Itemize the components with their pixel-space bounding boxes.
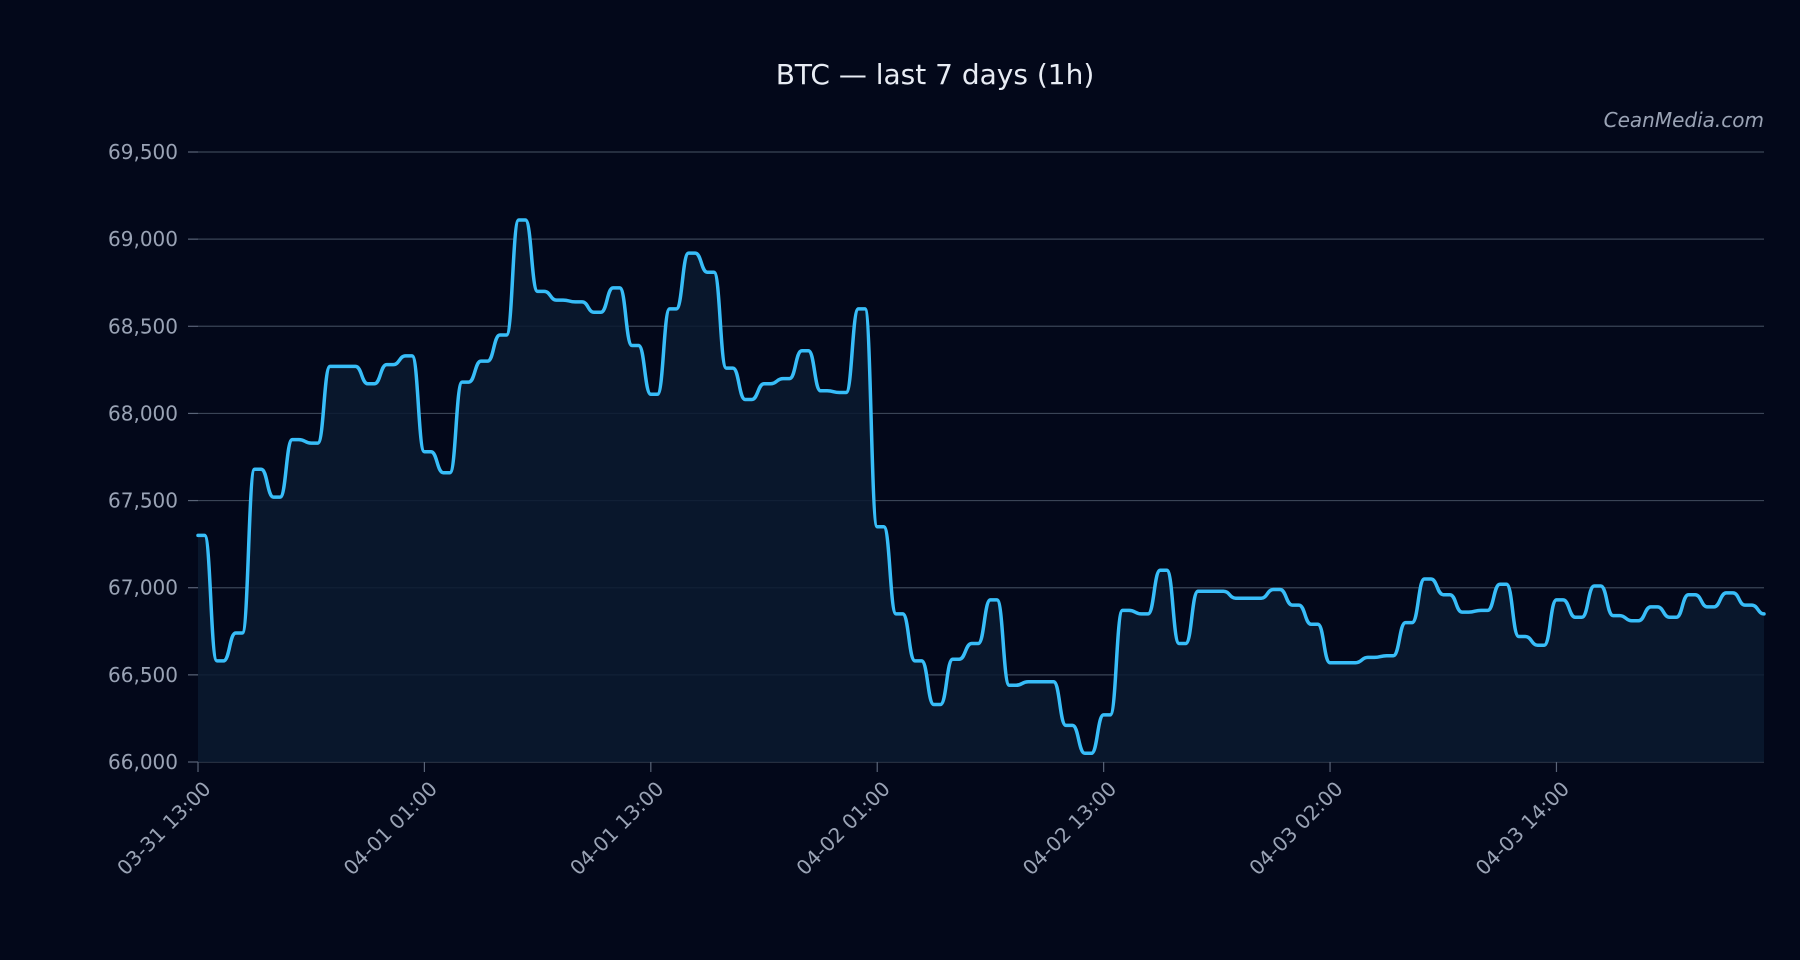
y-axis: 66,000 66,500 67,000 67,500 68,000 68,500 69,0… <box>108 140 198 774</box>
x-tick-label: 03-31 13:00 <box>112 777 215 880</box>
x-tick-label: 04-02 13:00 <box>1018 777 1121 880</box>
x-tick-label: 04-03 14:00 <box>1471 777 1574 880</box>
price-line-layer <box>196 218 1766 756</box>
x-axis: 03-31 13:00 04-01 01:00 04-01 13:00 04-02 0… <box>112 762 1574 880</box>
y-tick-label: 66,000 <box>108 750 178 774</box>
y-tick-label: 69,000 <box>108 227 178 251</box>
x-tick-label: 04-01 13:00 <box>565 777 668 880</box>
price-line <box>196 218 1766 756</box>
price-area-layer <box>198 220 1764 762</box>
y-tick-label: 66,500 <box>108 663 178 687</box>
y-tick-label: 68,000 <box>108 401 178 425</box>
y-tick-label: 67,000 <box>108 576 178 600</box>
y-tick-label: 68,500 <box>108 314 178 338</box>
watermark: CeanMedia.com <box>1604 108 1764 132</box>
price-area <box>198 220 1764 762</box>
y-tick-label: 67,500 <box>108 489 178 513</box>
chart-title: BTC — last 7 days (1h) <box>776 58 1095 91</box>
y-tick-label: 69,500 <box>108 140 178 164</box>
x-tick-label: 04-01 01:00 <box>339 777 442 880</box>
x-tick-label: 04-03 02:00 <box>1244 777 1347 880</box>
x-tick-label: 04-02 01:00 <box>791 777 894 880</box>
